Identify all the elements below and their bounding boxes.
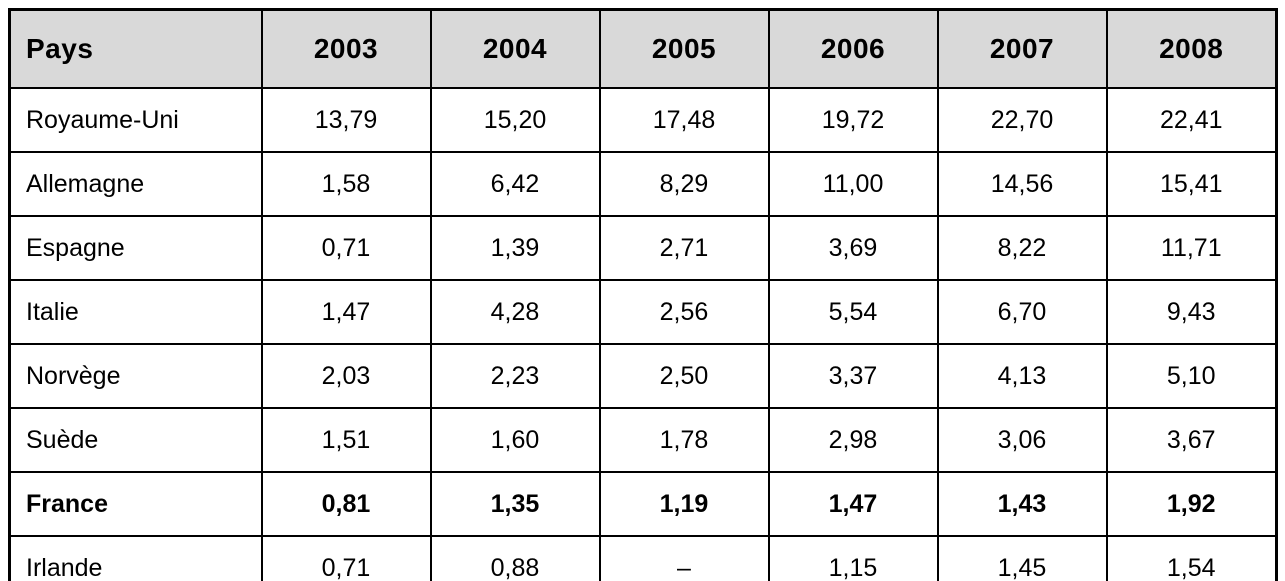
header-cell-year-2005: 2005 [598,8,770,89]
country-cell: Espagne [8,215,263,281]
value-cell: 0,88 [429,535,601,581]
value-cell: 1,92 [1105,471,1278,537]
header-cell-year-2008: 2008 [1105,8,1278,89]
value-cell: 0,81 [260,471,432,537]
value-cell: 0,71 [260,535,432,581]
value-cell: 1,39 [429,215,601,281]
country-cell: Allemagne [8,151,263,217]
value-cell: 8,29 [598,151,770,217]
value-cell: 3,69 [767,215,939,281]
table-row: Allemagne 1,58 6,42 8,29 11,00 14,56 15,… [8,151,1278,217]
value-cell: 1,35 [429,471,601,537]
value-cell: 14,56 [936,151,1108,217]
table-row: Irlande 0,71 0,88 – 1,15 1,45 1,54 [8,535,1278,581]
value-cell: 1,78 [598,407,770,473]
country-cell: Italie [8,279,263,345]
value-cell: 1,54 [1105,535,1278,581]
value-cell: 5,54 [767,279,939,345]
header-cell-year-2007: 2007 [936,8,1108,89]
table-header: Pays 2003 2004 2005 2006 2007 2008 [8,8,1278,89]
value-cell: 1,43 [936,471,1108,537]
table-row: Italie 1,47 4,28 2,56 5,54 6,70 9,43 [8,279,1278,345]
header-cell-pays: Pays [8,8,263,89]
value-cell: 6,70 [936,279,1108,345]
value-cell: – [598,535,770,581]
table-row: France 0,81 1,35 1,19 1,47 1,43 1,92 [8,471,1278,537]
value-cell: 4,28 [429,279,601,345]
value-cell: 11,71 [1105,215,1278,281]
value-cell: 11,00 [767,151,939,217]
value-cell: 22,70 [936,87,1108,153]
table-row: Espagne 0,71 1,39 2,71 3,69 8,22 11,71 [8,215,1278,281]
country-cell: Irlande [8,535,263,581]
value-cell: 2,98 [767,407,939,473]
value-cell: 1,60 [429,407,601,473]
value-cell: 1,19 [598,471,770,537]
country-cell: Royaume-Uni [8,87,263,153]
value-cell: 2,03 [260,343,432,409]
value-cell: 5,10 [1105,343,1278,409]
value-cell: 17,48 [598,87,770,153]
table-row: Royaume-Uni 13,79 15,20 17,48 19,72 22,7… [8,87,1278,153]
value-cell: 2,71 [598,215,770,281]
header-row: Pays 2003 2004 2005 2006 2007 2008 [8,8,1278,89]
value-cell: 2,23 [429,343,601,409]
header-cell-year-2004: 2004 [429,8,601,89]
value-cell: 1,47 [260,279,432,345]
value-cell: 15,20 [429,87,601,153]
value-cell: 2,56 [598,279,770,345]
country-cell: France [8,471,263,537]
value-cell: 9,43 [1105,279,1278,345]
value-cell: 6,42 [429,151,601,217]
value-cell: 3,37 [767,343,939,409]
value-cell: 1,45 [936,535,1108,581]
value-cell: 15,41 [1105,151,1278,217]
value-cell: 1,51 [260,407,432,473]
table-row: Suède 1,51 1,60 1,78 2,98 3,06 3,67 [8,407,1278,473]
value-cell: 4,13 [936,343,1108,409]
header-cell-year-2003: 2003 [260,8,432,89]
country-cell: Suède [8,407,263,473]
value-cell: 1,47 [767,471,939,537]
value-cell: 22,41 [1105,87,1278,153]
value-cell: 1,58 [260,151,432,217]
value-cell: 19,72 [767,87,939,153]
table-body: Royaume-Uni 13,79 15,20 17,48 19,72 22,7… [8,87,1278,581]
header-cell-year-2006: 2006 [767,8,939,89]
value-cell: 1,15 [767,535,939,581]
value-cell: 8,22 [936,215,1108,281]
value-cell: 3,06 [936,407,1108,473]
table-row: Norvège 2,03 2,23 2,50 3,37 4,13 5,10 [8,343,1278,409]
country-year-data-table: Pays 2003 2004 2005 2006 2007 2008 Royau… [8,8,1278,581]
value-cell: 3,67 [1105,407,1278,473]
country-cell: Norvège [8,343,263,409]
value-cell: 13,79 [260,87,432,153]
value-cell: 0,71 [260,215,432,281]
value-cell: 2,50 [598,343,770,409]
